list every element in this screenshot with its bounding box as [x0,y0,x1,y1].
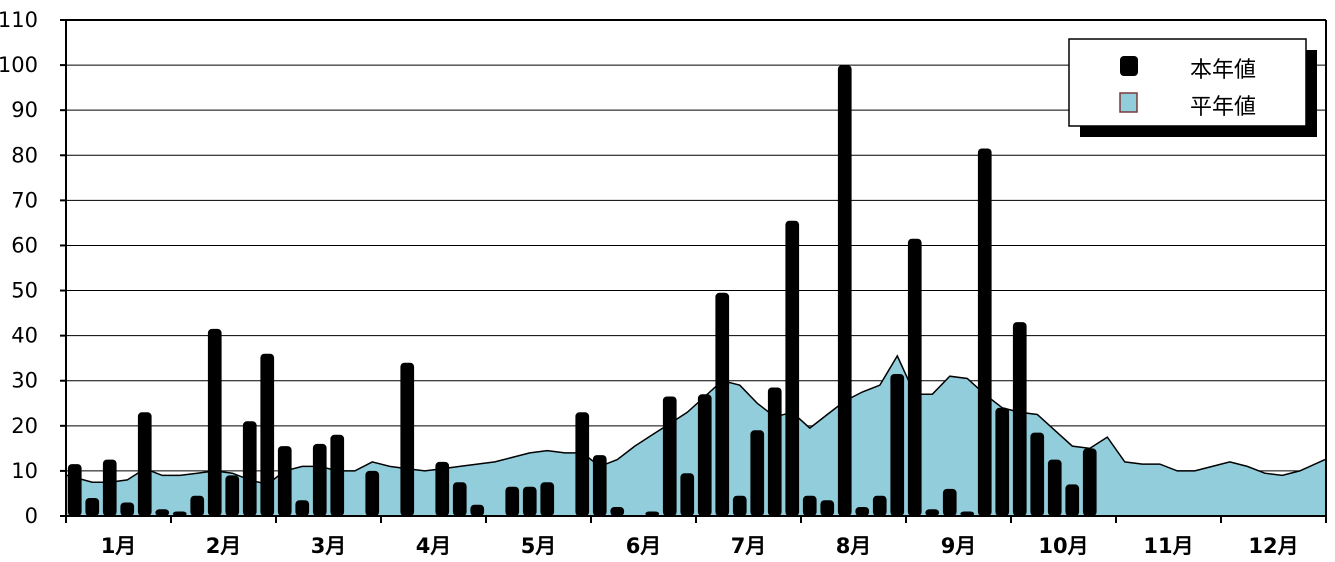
y-tick-label: 100 [0,53,38,77]
bar-8 [207,328,222,516]
bar-43 [820,500,835,516]
bar-57 [1065,484,1080,516]
month-label: 10月 [1038,534,1088,558]
month-label: 12月 [1248,534,1298,558]
month-label: 1月 [101,534,137,558]
bar-6 [172,511,187,516]
bar-38 [732,495,747,516]
bar-5 [155,509,170,516]
bar-12 [277,446,292,516]
bar-56 [1047,459,1062,516]
bar-54 [1012,322,1027,516]
bar-10 [242,421,257,516]
month-label: 5月 [521,534,557,558]
bar-1 [85,498,100,516]
bar-55 [1030,432,1045,516]
legend-label-current: 本年値 [1190,58,1256,83]
y-tick-label: 110 [0,8,38,32]
bar-35 [680,473,695,516]
bar-0 [67,464,82,516]
bar-15 [330,434,345,516]
bar-27 [540,482,555,516]
y-tick-labels: 0 10 20 30 40 50 60 70 80 90 100 110 [0,8,66,528]
bar-2 [102,459,117,516]
bar-11 [260,353,275,516]
y-tick-label: 40 [11,324,38,348]
bar-51 [960,511,975,516]
bar-22 [452,482,467,516]
bar-44 [837,65,852,516]
y-tick-label: 0 [25,504,38,528]
month-label: 4月 [416,534,452,558]
month-label: 7月 [731,534,767,558]
bar-13 [295,500,310,516]
bar-39 [750,430,765,516]
bar-48 [907,238,922,516]
bar-52 [977,148,992,516]
bar-58 [1082,448,1097,516]
bar-21 [435,461,450,516]
bar-4 [137,412,152,516]
bar-9 [225,475,240,516]
normal-area-fill [67,355,1325,516]
bar-19 [400,362,415,516]
y-tick-label: 10 [11,459,38,483]
bar-37 [715,292,730,516]
bar-41 [785,220,800,516]
bar-3 [120,502,135,516]
current-year-bars [67,65,1097,516]
month-label: 6月 [626,534,662,558]
bar-30 [592,455,607,516]
bar-46 [872,495,887,516]
bar-14 [312,443,327,516]
y-tick-label: 20 [11,414,38,438]
legend: 本年値 平年値 [1068,38,1317,137]
bar-29 [575,412,590,516]
month-label: 8月 [836,534,872,558]
bar-34 [662,396,677,516]
legend-area-swatch [1119,92,1138,113]
month-labels: 1月 2月 3月 4月 5月 6月 7月 8月 9月 10月 11月 12月 [65,516,1327,558]
bar-17 [365,470,380,516]
y-tick-label: 50 [11,279,38,303]
bar-26 [522,486,537,516]
month-label: 3月 [311,534,347,558]
y-tick-label: 60 [11,233,38,257]
legend-label-normal: 平年値 [1190,95,1256,120]
legend-bar-swatch [1120,56,1138,76]
bar-7 [190,495,205,516]
y-tick-label: 30 [11,369,38,393]
bar-33 [645,511,660,516]
bar-23 [470,504,485,516]
bar-53 [995,407,1010,516]
legend-box [1068,38,1307,127]
y-tick-label: 70 [11,188,38,212]
y-tick-label: 90 [11,98,38,122]
bar-36 [697,394,712,516]
month-label: 2月 [206,534,242,558]
bar-25 [505,486,520,516]
bar-42 [802,495,817,516]
bar-40 [767,387,782,516]
bar-47 [890,374,905,516]
month-label: 11月 [1143,534,1193,558]
bar-49 [925,509,940,516]
bar-50 [942,488,957,516]
month-label: 9月 [941,534,977,558]
bar-45 [855,507,870,516]
y-tick-label: 80 [11,143,38,167]
bar-31 [610,507,625,516]
